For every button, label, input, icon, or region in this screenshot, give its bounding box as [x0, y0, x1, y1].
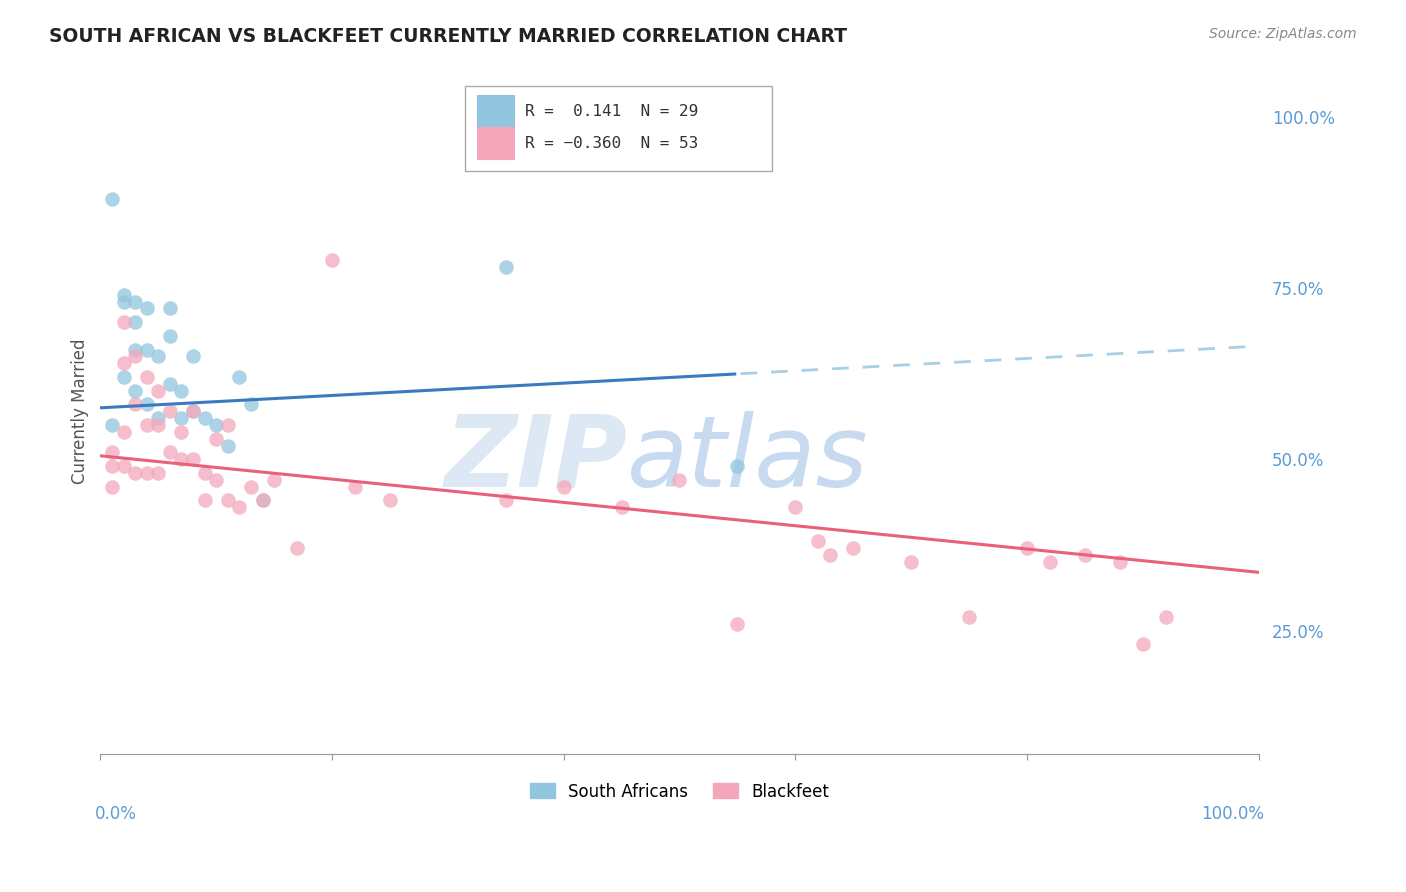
Point — [1154, 610, 1177, 624]
Point — [101, 459, 124, 474]
Point — [1132, 637, 1154, 651]
Point — [135, 370, 157, 384]
Point — [124, 315, 146, 329]
Text: Source: ZipAtlas.com: Source: ZipAtlas.com — [1209, 27, 1357, 41]
Point — [1015, 541, 1038, 556]
Point — [124, 397, 146, 411]
Point — [135, 397, 157, 411]
Point — [159, 329, 181, 343]
Point — [205, 432, 228, 446]
Point — [148, 417, 170, 432]
Point — [285, 541, 308, 556]
Point — [495, 493, 517, 508]
Point — [205, 473, 228, 487]
Point — [148, 466, 170, 480]
Point — [181, 404, 204, 418]
Point — [124, 343, 146, 357]
Point — [170, 425, 193, 439]
Point — [252, 493, 274, 508]
Point — [159, 404, 181, 418]
Point — [239, 480, 262, 494]
Point — [112, 294, 135, 309]
Text: R = −0.360  N = 53: R = −0.360 N = 53 — [526, 136, 699, 151]
Point — [112, 459, 135, 474]
Text: atlas: atlas — [627, 410, 869, 508]
Point — [124, 384, 146, 398]
Point — [495, 260, 517, 275]
Point — [217, 417, 239, 432]
Y-axis label: Currently Married: Currently Married — [72, 338, 89, 484]
Point — [807, 534, 830, 549]
Point — [181, 350, 204, 364]
Text: R =  0.141  N = 29: R = 0.141 N = 29 — [526, 103, 699, 119]
Point — [148, 384, 170, 398]
Point — [170, 452, 193, 467]
Point — [135, 466, 157, 480]
Point — [181, 452, 204, 467]
Point — [725, 616, 748, 631]
Point — [378, 493, 401, 508]
Point — [668, 473, 690, 487]
FancyBboxPatch shape — [477, 95, 513, 127]
Point — [124, 294, 146, 309]
Text: ZIP: ZIP — [444, 410, 627, 508]
Point — [228, 370, 250, 384]
Point — [725, 459, 748, 474]
Point — [112, 370, 135, 384]
Point — [148, 350, 170, 364]
Point — [112, 425, 135, 439]
Point — [217, 438, 239, 452]
Point — [159, 376, 181, 391]
Point — [159, 445, 181, 459]
Point — [194, 411, 217, 425]
Point — [957, 610, 980, 624]
Point — [124, 466, 146, 480]
Point — [135, 343, 157, 357]
Point — [228, 500, 250, 515]
Point — [1108, 555, 1130, 569]
Point — [818, 548, 841, 562]
Point — [159, 301, 181, 316]
FancyBboxPatch shape — [465, 86, 772, 171]
Point — [124, 350, 146, 364]
Point — [194, 466, 217, 480]
Point — [344, 480, 367, 494]
Point — [1039, 555, 1062, 569]
Point — [205, 417, 228, 432]
Point — [112, 315, 135, 329]
Point — [900, 555, 922, 569]
Point — [170, 384, 193, 398]
Text: 0.0%: 0.0% — [94, 805, 136, 823]
Text: SOUTH AFRICAN VS BLACKFEET CURRENTLY MARRIED CORRELATION CHART: SOUTH AFRICAN VS BLACKFEET CURRENTLY MAR… — [49, 27, 848, 45]
Point — [217, 493, 239, 508]
Point — [553, 480, 575, 494]
Point — [321, 253, 343, 268]
Point — [135, 417, 157, 432]
Point — [263, 473, 285, 487]
Point — [239, 397, 262, 411]
Point — [148, 411, 170, 425]
Point — [101, 480, 124, 494]
Point — [181, 404, 204, 418]
Point — [785, 500, 807, 515]
Legend: South Africans, Blackfeet: South Africans, Blackfeet — [523, 776, 837, 807]
Point — [842, 541, 865, 556]
FancyBboxPatch shape — [477, 128, 513, 159]
Point — [112, 356, 135, 370]
Text: 100.0%: 100.0% — [1201, 805, 1264, 823]
Point — [135, 301, 157, 316]
Point — [1074, 548, 1097, 562]
Point — [101, 417, 124, 432]
Point — [112, 287, 135, 301]
Point — [610, 500, 633, 515]
Point — [101, 192, 124, 206]
Point — [252, 493, 274, 508]
Point — [194, 493, 217, 508]
Point — [170, 411, 193, 425]
Point — [101, 445, 124, 459]
